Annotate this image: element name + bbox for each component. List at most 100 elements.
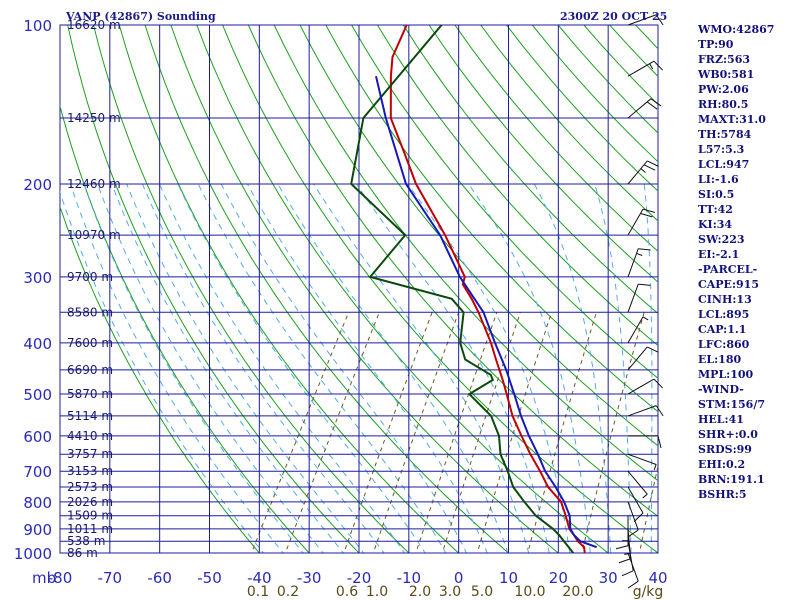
index-item: BSHR:5: [698, 488, 747, 501]
pressure-tick-label: 800: [23, 494, 52, 512]
moist-adiabat: [158, 183, 406, 553]
moist-adiabat: [83, 183, 304, 553]
wind-barb: [627, 405, 664, 417]
temperature-profile: [389, 25, 586, 553]
pressure-tick-label: 1000: [14, 545, 52, 563]
mixing-ratio-tick-label: 0.2: [277, 584, 299, 600]
index-item: CAP:1.1: [698, 323, 747, 336]
index-item: SHR+:0.0: [698, 428, 758, 441]
mixing-ratio-tick-label: 1.0: [366, 584, 388, 600]
index-item: EHI:0.2: [698, 458, 746, 471]
height-label: 4410 m: [67, 429, 113, 443]
height-label: 7600 m: [67, 336, 113, 350]
mixing-ratio-line: [250, 312, 350, 553]
index-item: CAPE:915: [698, 278, 759, 291]
temperature-tick-label: -80: [48, 569, 73, 587]
mixing-ratio-tick-label: 3.0: [439, 584, 461, 600]
wind-barb: [627, 14, 664, 26]
mixing-ratio-line: [581, 312, 645, 553]
dry-adiabat: [402, 25, 658, 315]
wind-barb: [627, 378, 663, 395]
moist-adiabat: [60, 190, 265, 553]
wind-barb: [627, 283, 651, 313]
temperature-tick-label: 20: [549, 569, 568, 587]
moist-adiabat: [355, 183, 550, 553]
dry-adiabat: [170, 25, 560, 553]
moist-adiabat: [246, 183, 488, 553]
dry-adiabat: [428, 25, 658, 283]
height-label: 9700 m: [67, 270, 113, 284]
index-item: WMO:42867: [698, 23, 775, 36]
mixing-ratio-tick-label: 0.1: [247, 584, 269, 600]
height-label: 2573 m: [67, 480, 113, 494]
index-item: TH:5784: [698, 128, 752, 141]
index-item: MPL:100: [698, 368, 754, 381]
pressure-tick-label: 700: [23, 463, 52, 481]
height-label: 16620 m: [67, 18, 121, 32]
height-label: 5870 m: [67, 387, 113, 401]
dry-adiabat: [60, 205, 260, 553]
pressure-tick-label: 600: [23, 428, 52, 446]
moist-adiabat: [277, 183, 509, 553]
dry-adiabat: [196, 25, 610, 553]
index-item: L57:5.3: [698, 143, 745, 156]
height-label: 2026 m: [67, 495, 113, 509]
mixing-ratio-tick-label: 0.6: [336, 584, 358, 600]
wind-barb: [615, 515, 629, 550]
dry-adiabat: [325, 25, 658, 413]
temperature-tick-label: 0: [454, 569, 464, 587]
moist-adiabat: [643, 183, 653, 553]
height-label: 14250 m: [67, 111, 121, 125]
temperature-tick-label: -70: [98, 569, 123, 587]
mixing-ratio-tick-label: g/kg: [633, 584, 664, 600]
height-label: 5114 m: [67, 409, 113, 423]
dry-adiabat: [299, 25, 658, 447]
moist-adiabat: [594, 183, 632, 553]
height-label: 3757 m: [67, 447, 113, 461]
height-label: 538 m: [67, 534, 105, 548]
temperature-tick-label: 40: [648, 569, 667, 587]
temperature-tick-label: -10: [397, 569, 422, 587]
index-item: KI:34: [698, 218, 733, 231]
height-label: 3153 m: [67, 464, 113, 478]
index-item: LCL:947: [698, 158, 750, 171]
dry-adiabat: [60, 104, 310, 553]
index-item: SI:0.5: [698, 188, 735, 201]
dry-adiabat: [376, 25, 658, 347]
index-item: SRDS:99: [698, 443, 752, 456]
pressure-tick-label: 200: [23, 176, 52, 194]
mixing-ratio-line: [638, 464, 658, 553]
moist-adiabat: [197, 183, 447, 553]
dry-adiabat: [351, 25, 658, 379]
temperature-tick-label: -40: [247, 569, 272, 587]
wind-barb: [627, 470, 648, 499]
moist-adiabat: [468, 183, 591, 553]
index-item: HEL:41: [698, 413, 744, 426]
temperature-tick-label: 30: [599, 569, 618, 587]
temperature-tick-label: 10: [499, 569, 518, 587]
moist-adiabat: [141, 183, 385, 553]
index-item: FRZ:563: [698, 53, 751, 66]
height-label: 10970 m: [67, 228, 121, 242]
index-item: MAXT:31.0: [698, 113, 766, 126]
parcel-profile: [375, 75, 598, 549]
index-item: RH:80.5: [698, 98, 749, 111]
dry-adiabat: [144, 25, 510, 553]
height-label: 12460 m: [67, 177, 121, 191]
moist-adiabat: [70, 183, 284, 553]
wind-barbs: [615, 14, 664, 589]
temperature-tick-label: -50: [197, 569, 222, 587]
moist-adiabat: [177, 183, 426, 553]
index-item: EL:180: [698, 353, 742, 366]
mixing-ratio-tick-label: 10.0: [514, 584, 545, 600]
wind-barb: [627, 486, 644, 522]
wind-barb: [627, 160, 659, 185]
index-item: SW:223: [698, 233, 745, 246]
index-item: LI:-1.6: [698, 173, 739, 186]
temperature-tick-label: -30: [297, 569, 322, 587]
index-item: PW:2.06: [698, 83, 749, 96]
wind-barb: [628, 435, 662, 448]
dewpoint-profile: [350, 25, 575, 553]
indices-panel: WMO:42867 TP:90 FRZ:563 WB0:581 PW:2.06 RH:80…: [698, 22, 798, 502]
